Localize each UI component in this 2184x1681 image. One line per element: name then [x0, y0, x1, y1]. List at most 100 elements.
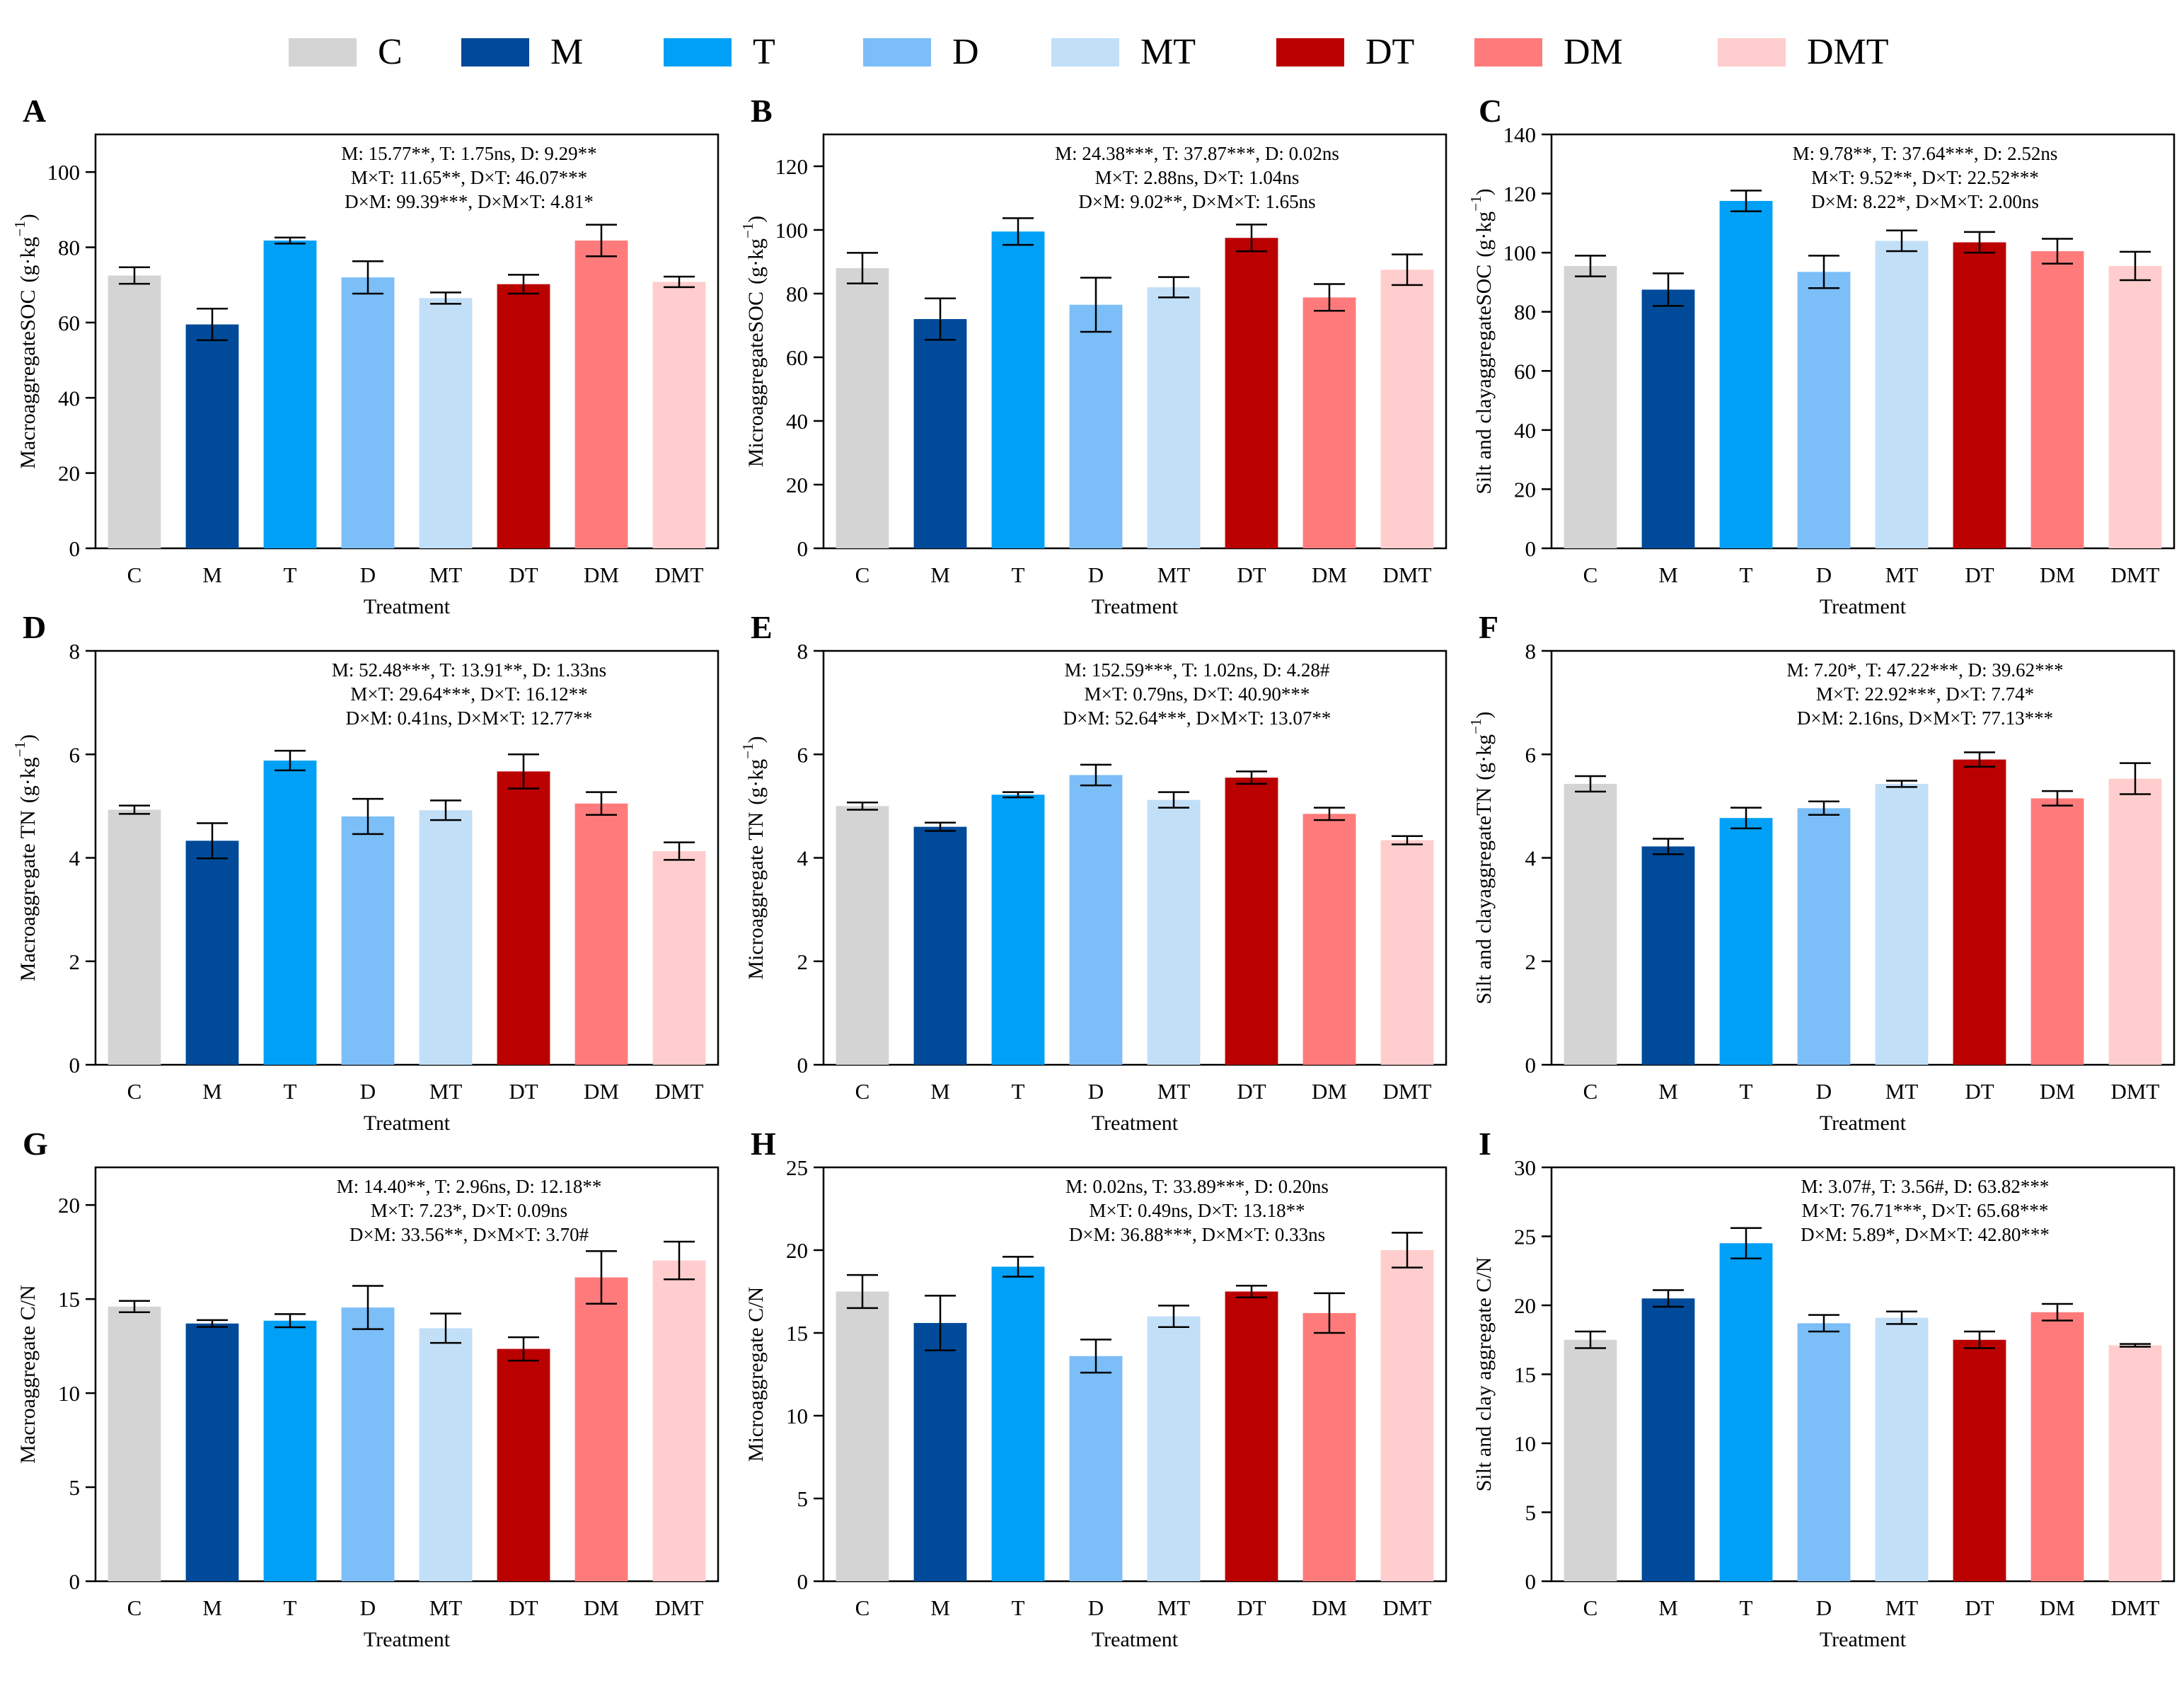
legend-item: MT	[1051, 31, 1196, 74]
stats-annotation: M×T: 9.52**, D×T: 22.52***	[1811, 167, 2039, 188]
legend-label: C	[378, 32, 403, 72]
y-tick-label: 4	[797, 846, 809, 871]
x-tick-label: DM	[1312, 562, 1347, 587]
stats-annotation: D×M: 52.64***, D×M×T: 13.07**	[1063, 707, 1331, 729]
x-axis-title: Treatment	[1092, 1111, 1179, 1135]
bar	[913, 319, 967, 548]
x-tick-label: MT	[1885, 1079, 1919, 1104]
bar	[1641, 846, 1695, 1065]
y-tick-label: 4	[69, 846, 81, 871]
legend-label: M	[550, 32, 584, 72]
y-axis-title-superscript: −1	[1467, 195, 1484, 211]
y-tick-label: 60	[1514, 359, 1536, 383]
stats-annotation: M: 52.48***, T: 13.91**, D: 1.33ns	[332, 659, 606, 681]
x-tick-label: MT	[429, 562, 463, 587]
x-tick-label: D	[1816, 1079, 1832, 1104]
legend-swatch	[461, 38, 529, 67]
y-tick-label: 5	[1525, 1501, 1537, 1525]
bar	[1719, 1243, 1773, 1581]
x-tick-label: DM	[1312, 1079, 1347, 1104]
x-tick-label: M	[202, 562, 222, 587]
y-axis-title: Macroaggregate TN (g·kg−1)	[11, 734, 40, 981]
y-axis-title: MicroaggregateSOC (g·kg−1)	[739, 216, 768, 468]
y-tick-label: 2	[69, 949, 81, 974]
x-tick-label: DM	[584, 1595, 619, 1620]
x-tick-label: MT	[429, 1595, 463, 1620]
y-axis-title-main: Microaggregate C/N	[744, 1287, 768, 1462]
y-tick-label: 20	[58, 461, 80, 486]
y-axis-title-main: Macroaggregate TN	[16, 810, 40, 981]
x-tick-label: C	[127, 1595, 142, 1620]
x-tick-label: C	[855, 1079, 870, 1104]
bar	[1953, 759, 2006, 1065]
y-tick-label: 0	[797, 1053, 809, 1078]
x-tick-label: M	[1658, 1079, 1678, 1104]
y-tick-label: 140	[1503, 122, 1537, 147]
bar	[1380, 840, 1434, 1065]
stats-annotation: M×T: 2.88ns, D×T: 1.04ns	[1095, 167, 1300, 188]
y-tick-label: 25	[1514, 1225, 1536, 1249]
bar	[108, 809, 161, 1065]
y-axis-title-main: MacroaggregateSOC	[16, 290, 40, 469]
y-axis-title-unit: (g·kg	[1472, 734, 1496, 780]
bar	[652, 850, 706, 1065]
x-tick-label: MT	[1885, 1595, 1919, 1620]
y-tick-label: 2	[1525, 949, 1537, 974]
x-tick-label: T	[1012, 1595, 1025, 1620]
bar	[1380, 1250, 1434, 1581]
x-tick-label: M	[202, 1079, 222, 1104]
stats-annotation: M: 14.40**, T: 2.96ns, D: 12.18**	[337, 1176, 602, 1197]
x-tick-label: DT	[1237, 1079, 1266, 1104]
bar	[574, 240, 628, 548]
x-tick-label: DT	[1965, 1595, 1994, 1620]
bar	[263, 1320, 317, 1581]
x-tick-label: D	[1816, 1595, 1832, 1620]
y-tick-label: 10	[786, 1404, 808, 1428]
bar	[836, 1291, 889, 1581]
x-axis-title: Treatment	[364, 1628, 451, 1651]
y-axis-title: MacroaggregateSOC (g·kg−1)	[11, 214, 40, 469]
bar	[991, 231, 1045, 548]
bar	[991, 1266, 1045, 1581]
stats-annotation: M: 24.38***, T: 37.87***, D: 0.02ns	[1055, 143, 1339, 164]
y-tick-label: 20	[1514, 477, 1536, 502]
y-tick-label: 0	[69, 536, 81, 561]
x-tick-label: C	[127, 562, 142, 587]
bar	[497, 1348, 550, 1581]
chart-panel-f: F 0 2 4 6 8 C M T D MT DT DM DMT Treatment Silt and cla…	[1456, 608, 2184, 1135]
legend-item: DT	[1276, 31, 1414, 74]
y-axis-title-unit: (g·kg	[744, 238, 768, 284]
y-axis-title-unit: (g·kg	[16, 237, 40, 283]
stats-annotation: M: 9.78**, T: 37.64***, D: 2.52ns	[1793, 143, 2058, 164]
stats-annotation: D×M: 99.39***, D×M×T: 4.81*	[345, 191, 594, 212]
bar	[991, 795, 1045, 1065]
chart-panel-h: H 0 5 10 15 20 25 C M T D MT DT DM DMT Treatment Microag…	[728, 1125, 1456, 1651]
y-tick-label: 120	[775, 154, 809, 179]
bar	[2108, 778, 2162, 1065]
legend-swatch	[289, 38, 357, 67]
bar	[1069, 304, 1123, 548]
y-tick-label: 8	[69, 639, 81, 664]
legend-swatch	[863, 38, 931, 67]
x-tick-label: MT	[1157, 1595, 1191, 1620]
plot-frame	[822, 133, 1448, 550]
x-tick-label: T	[1740, 1079, 1753, 1104]
panel-letter: D	[23, 609, 47, 645]
bar	[419, 810, 473, 1065]
x-tick-label: DMT	[2111, 1079, 2160, 1104]
x-tick-label: DMT	[655, 562, 704, 587]
bar	[1147, 1316, 1201, 1581]
y-tick-label: 100	[1503, 241, 1537, 265]
bar	[574, 1277, 628, 1581]
bar	[1564, 1339, 1617, 1581]
y-tick-label: 2	[797, 949, 809, 974]
bar	[1641, 1298, 1695, 1581]
bar	[419, 1328, 473, 1581]
legend-swatch	[664, 38, 732, 67]
panel-letter: G	[23, 1126, 48, 1162]
bar	[1953, 242, 2006, 548]
x-tick-label: DM	[584, 1079, 619, 1104]
